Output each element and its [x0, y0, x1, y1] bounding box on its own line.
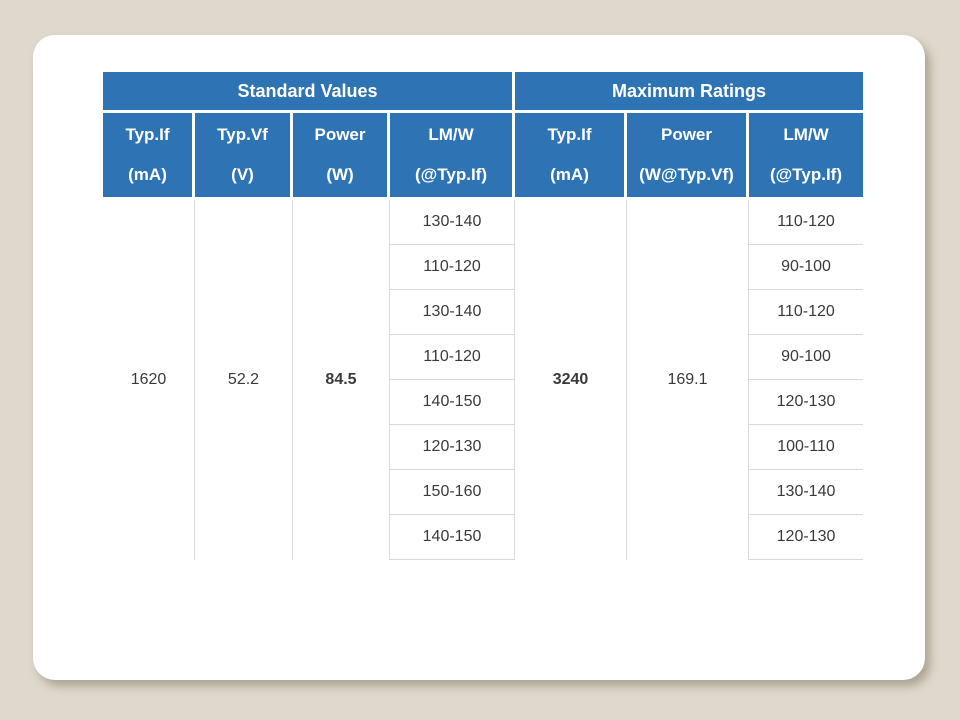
col-header-max-typ-if: Typ.If (mA) — [515, 113, 627, 200]
table-row: 110-120 90-100 — [103, 335, 863, 380]
col-header-std-typ-vf: Typ.Vf (V) — [195, 113, 293, 200]
max-lmw-value: 110-120 — [749, 200, 863, 245]
std-lmw-value: 130-140 — [390, 290, 515, 335]
content-card: Standard Values Maximum Ratings Typ.If (… — [33, 35, 925, 680]
col-header-unit: (mA) — [128, 165, 167, 184]
group-header-row: Standard Values Maximum Ratings — [103, 72, 863, 113]
col-header-unit: (W@Typ.Vf) — [639, 165, 734, 184]
table-row: 140-150 120-130 — [103, 515, 863, 560]
std-lmw-value: 110-120 — [390, 245, 515, 290]
std-power-value: 84.5 — [293, 200, 390, 560]
max-lmw-value: 120-130 — [749, 380, 863, 425]
col-header-std-power: Power (W) — [293, 113, 390, 200]
max-lmw-value: 110-120 — [749, 290, 863, 335]
col-header-label: LM/W — [783, 125, 829, 144]
std-lmw-value: 110-120 — [390, 335, 515, 380]
std-typ-vf-value: 52.2 — [195, 200, 293, 560]
std-lmw-value: 150-160 — [390, 470, 515, 515]
group-header-standard-values: Standard Values — [103, 72, 515, 113]
std-lmw-value: 140-150 — [390, 515, 515, 560]
max-lmw-value: 120-130 — [749, 515, 863, 560]
table-row: 150-160 130-140 — [103, 470, 863, 515]
max-lmw-value: 90-100 — [749, 335, 863, 380]
col-header-label: Typ.If — [547, 125, 592, 144]
col-header-unit: (@Typ.If) — [770, 165, 842, 184]
col-header-label: Typ.If — [125, 125, 170, 144]
max-lmw-value: 90-100 — [749, 245, 863, 290]
table-row: 120-130 100-110 — [103, 425, 863, 470]
std-lmw-value: 120-130 — [390, 425, 515, 470]
col-header-unit: (V) — [231, 165, 254, 184]
std-typ-if-value: 1620 — [103, 200, 195, 560]
col-header-label: LM/W — [428, 125, 474, 144]
std-lmw-value: 140-150 — [390, 380, 515, 425]
table-row: 110-120 90-100 — [103, 245, 863, 290]
std-lmw-value: 130-140 — [390, 200, 515, 245]
col-header-std-typ-if: Typ.If (mA) — [103, 113, 195, 200]
max-lmw-value: 130-140 — [749, 470, 863, 515]
col-header-label: Power — [660, 125, 713, 144]
col-header-unit: (mA) — [550, 165, 589, 184]
group-header-maximum-ratings: Maximum Ratings — [515, 72, 863, 113]
table-row: 140-150 120-130 — [103, 380, 863, 425]
col-header-label: Typ.Vf — [217, 125, 268, 144]
col-header-unit: (W) — [326, 165, 354, 184]
column-header-row: Typ.If (mA) Typ.Vf (V) Power (W) LM/W (@… — [103, 113, 863, 200]
col-header-unit: (@Typ.If) — [415, 165, 487, 184]
col-header-std-lmw: LM/W (@Typ.If) — [390, 113, 515, 200]
max-lmw-value: 100-110 — [749, 425, 863, 470]
max-power-value: 169.1 — [627, 200, 749, 560]
col-header-label: Power — [314, 125, 366, 144]
col-header-max-power: Power (W@Typ.Vf) — [627, 113, 749, 200]
col-header-max-lmw: LM/W (@Typ.If) — [749, 113, 863, 200]
table-row: 1620 52.2 84.5 130-140 3240 169.1 110-12… — [103, 200, 863, 560]
led-spec-table: Standard Values Maximum Ratings Typ.If (… — [103, 72, 863, 560]
max-typ-if-value: 3240 — [515, 200, 627, 560]
table-row: 130-140 110-120 — [103, 290, 863, 335]
